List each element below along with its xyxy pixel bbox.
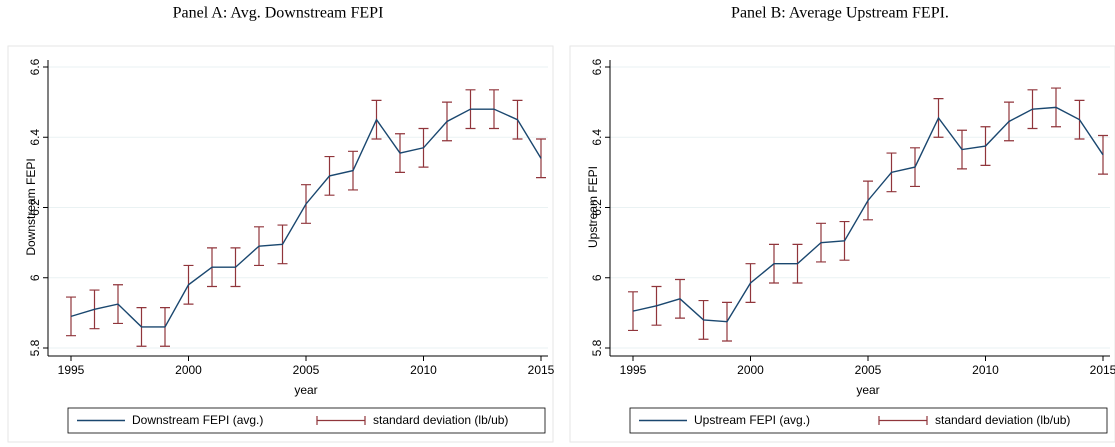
y-tick-label: 5.8 xyxy=(590,339,604,356)
x-tick-label: 2000 xyxy=(737,363,764,377)
y-tick-label: 6.4 xyxy=(590,129,604,146)
error-bar xyxy=(536,138,546,179)
legend: Downstream FEPI (avg.) standard deviation… xyxy=(67,407,546,434)
legend-swatch xyxy=(316,416,366,425)
x-tick-label: 2015 xyxy=(528,363,555,377)
x-tick-label: 1995 xyxy=(58,363,85,377)
legend-swatch xyxy=(878,416,928,425)
panel: Panel A: Avg. Downstream FEPI 5.8 6 6.2 6.4 6… xyxy=(7,5,555,443)
y-tick-label: 6 xyxy=(590,274,604,281)
legend: Upstream FEPI (avg.) standard deviation (… xyxy=(629,407,1108,434)
panel-frame xyxy=(7,45,554,443)
panel-title: Panel B: Average Upstream FEPI. xyxy=(731,5,949,22)
panel-title: Panel A: Avg. Downstream FEPI xyxy=(173,5,384,22)
panel: Panel B: Average Upstream FEPI. 5.8 6 6.2 6.… xyxy=(569,5,1115,443)
panel-frame xyxy=(569,45,1115,443)
legend-box xyxy=(67,407,546,434)
data-line xyxy=(70,108,542,328)
x-tick-label: 2005 xyxy=(855,363,882,377)
x-tick-label: 2000 xyxy=(175,363,202,377)
y-tick-label: 6 xyxy=(28,274,42,281)
x-tick-label: 1995 xyxy=(620,363,647,377)
legend-box xyxy=(629,407,1108,434)
y-tick-label: 6.2 xyxy=(590,199,604,216)
x-tick-label: 2010 xyxy=(410,363,437,377)
legend-label: Downstream FEPI (avg.) xyxy=(132,413,263,427)
x-axis-title: year xyxy=(856,383,879,397)
data-line xyxy=(632,106,1104,323)
x-axis-title: year xyxy=(294,383,317,397)
legend-label: standard deviation (lb/ub) xyxy=(935,413,1070,427)
y-tick-label: 6.4 xyxy=(28,129,42,146)
error-bar xyxy=(628,291,638,332)
x-tick-label: 2010 xyxy=(972,363,999,377)
y-axis-title: Downstream FEPI xyxy=(24,158,38,255)
legend-label: Upstream FEPI (avg.) xyxy=(694,413,810,427)
y-tick-label: 5.8 xyxy=(28,339,42,356)
x-tick-label: 2005 xyxy=(293,363,320,377)
y-tick-label: 6.2 xyxy=(28,199,42,216)
x-tick-label: 2015 xyxy=(1090,363,1115,377)
legend-label: standard deviation (lb/ub) xyxy=(373,413,508,427)
y-axis-title: Upstream FEPI xyxy=(586,166,600,248)
y-tick-label: 6.6 xyxy=(590,58,604,75)
y-tick-label: 6.6 xyxy=(28,58,42,75)
